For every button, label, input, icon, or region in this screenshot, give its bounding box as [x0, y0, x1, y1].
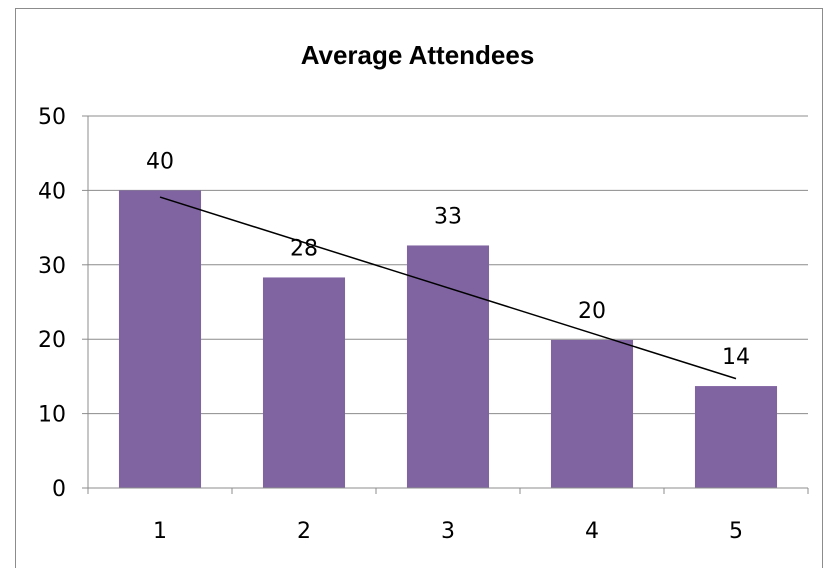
- x-tick-label: 4: [585, 519, 599, 544]
- x-tick-label: 3: [441, 519, 455, 544]
- x-tick-label: 2: [297, 519, 311, 544]
- y-tick-label: 50: [38, 105, 66, 130]
- data-label: 20: [578, 299, 606, 324]
- data-label: 28: [290, 236, 318, 261]
- bar: [407, 245, 489, 488]
- data-label: 14: [722, 345, 750, 370]
- bar: [119, 190, 201, 488]
- y-tick-label: 10: [38, 403, 66, 428]
- bar: [695, 386, 777, 488]
- x-tick-label: 5: [729, 519, 743, 544]
- data-label: 33: [434, 204, 462, 229]
- y-tick-label: 20: [38, 328, 66, 353]
- data-label: 40: [146, 149, 174, 174]
- bar: [551, 340, 633, 488]
- y-tick-label: 30: [38, 254, 66, 279]
- y-tick-label: 0: [52, 477, 66, 502]
- bar: [263, 277, 345, 488]
- y-tick-label: 40: [38, 179, 66, 204]
- x-tick-label: 1: [153, 519, 167, 544]
